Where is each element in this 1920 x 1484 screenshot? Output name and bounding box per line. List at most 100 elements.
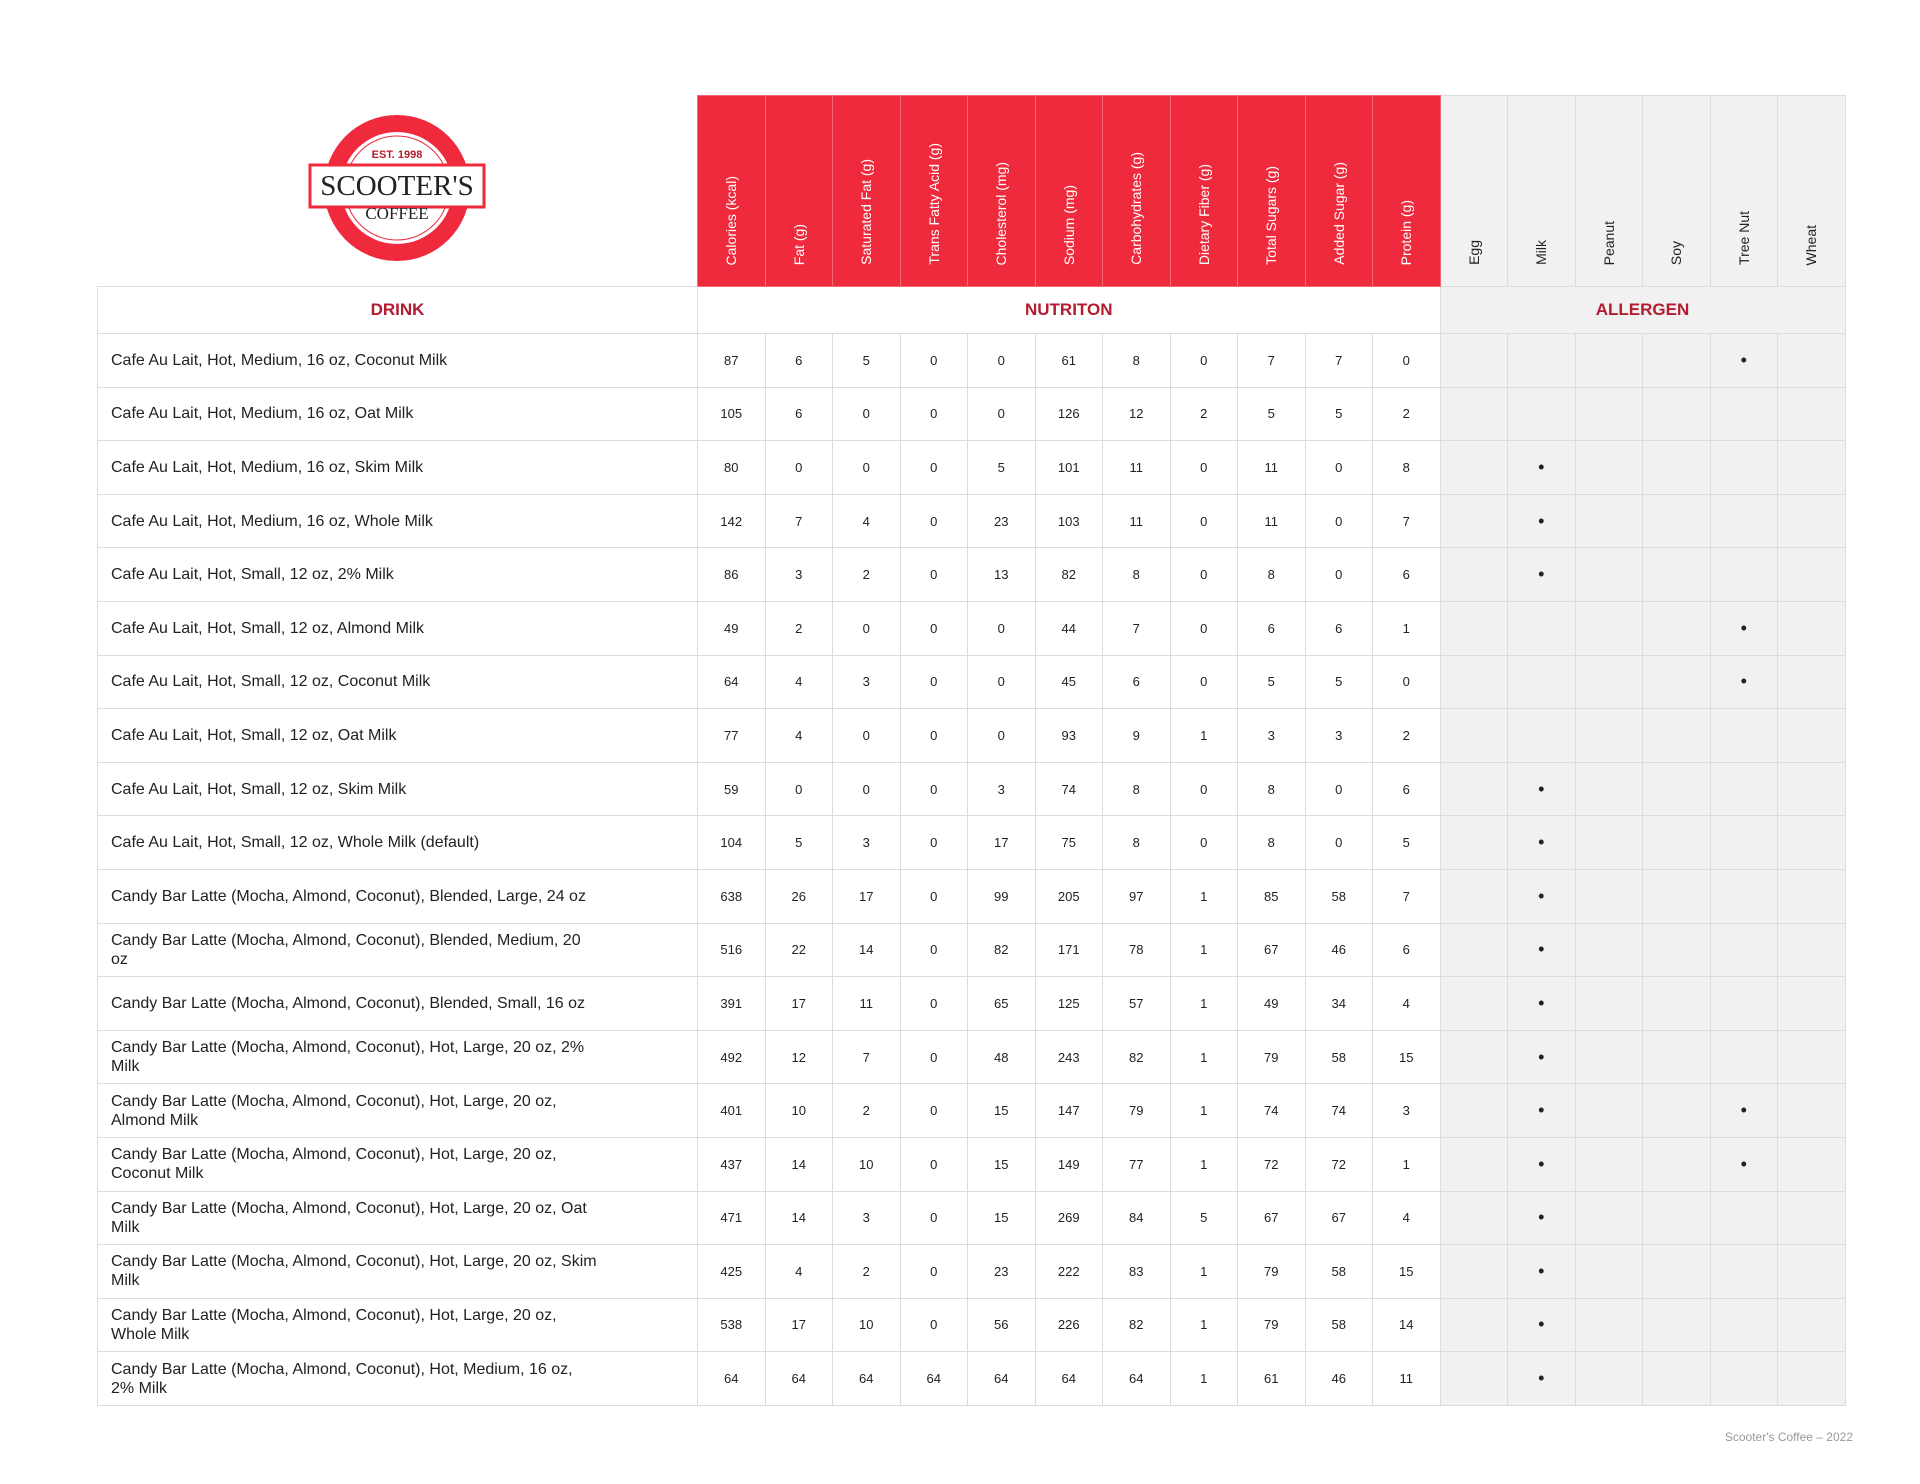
nutrition-value: 86 [697, 547, 766, 602]
allergen-cell [1574, 761, 1643, 817]
nutrition-value: 1 [1169, 1083, 1238, 1138]
nutrition-value: 0 [764, 440, 833, 495]
nutrition-value: 65 [967, 976, 1036, 1031]
svg-text:EST. 1998: EST. 1998 [372, 149, 423, 161]
nutrition-value: 0 [967, 708, 1036, 763]
nutrition-value: 0 [832, 761, 901, 817]
nutrition-value: 142 [697, 493, 766, 549]
nutrition-value: 14 [1372, 1297, 1441, 1353]
nutrition-value: 67 [1237, 1190, 1306, 1246]
nutrition-value: 1 [1169, 1136, 1238, 1192]
allergen-dot-icon: • [1507, 868, 1576, 924]
nutrition-value: 64 [899, 1351, 968, 1406]
nutrition-value: 7 [1237, 333, 1306, 388]
nutrition-value: 8 [1102, 761, 1171, 817]
nutrition-value: 79 [1237, 1244, 1306, 1299]
allergen-cell [1439, 815, 1508, 870]
allergen-cell [1574, 922, 1643, 978]
nutrition-value: 6 [1304, 600, 1373, 656]
nutrition-value: 5 [1304, 654, 1373, 710]
allergen-cell [1574, 1351, 1643, 1406]
nutrition-value: 7 [1372, 493, 1441, 549]
nutrition-value: 67 [1304, 1190, 1373, 1246]
column-header-label: Wheat [1803, 224, 1820, 265]
nutrition-value: 11 [1237, 493, 1306, 549]
column-header-carbohydrates-g: Carbohydrates (g) [1102, 95, 1171, 287]
nutrition-value: 516 [697, 922, 766, 978]
allergen-cell [1709, 1351, 1778, 1406]
allergen-cell [1642, 1136, 1711, 1192]
allergen-cell [1642, 708, 1711, 763]
allergen-cell [1507, 386, 1576, 442]
nutrition-value: 80 [697, 440, 766, 495]
nutrition-value: 1 [1169, 1244, 1238, 1299]
column-header-fat-g: Fat (g) [764, 95, 833, 287]
allergen-cell [1507, 333, 1576, 388]
column-header-label: Cholesterol (mg) [993, 161, 1010, 265]
nutrition-value: 5 [764, 815, 833, 870]
column-header-label: Dietary Fiber (g) [1195, 163, 1212, 265]
nutrition-value: 0 [1372, 654, 1441, 710]
nutrition-value: 0 [899, 654, 968, 710]
table-row: Cafe Au Lait, Hot, Small, 12 oz, Coconut… [97, 654, 1846, 710]
nutrition-value: 64 [1034, 1351, 1103, 1406]
allergen-cell [1574, 547, 1643, 602]
nutrition-value: 149 [1034, 1136, 1103, 1192]
table-row: Candy Bar Latte (Mocha, Almond, Coconut)… [97, 1029, 1846, 1085]
nutrition-value: 4 [764, 708, 833, 763]
nutrition-value: 0 [832, 708, 901, 763]
nutrition-value: 1 [1372, 600, 1441, 656]
drink-name: Candy Bar Latte (Mocha, Almond, Coconut)… [97, 1351, 698, 1406]
nutrition-value: 10 [832, 1136, 901, 1192]
allergen-cell [1439, 1029, 1508, 1085]
drink-name: Candy Bar Latte (Mocha, Almond, Coconut)… [97, 1190, 698, 1246]
scooters-coffee-logo: EST. 1998 SCOOTER'S COFFEE [308, 115, 486, 262]
nutrition-value: 8 [1102, 815, 1171, 870]
allergen-dot-icon: • [1507, 493, 1576, 549]
nutrition-value: 1 [1169, 1297, 1238, 1353]
svg-text:SCOOTER'S: SCOOTER'S [321, 170, 474, 202]
nutrition-value: 56 [967, 1297, 1036, 1353]
nutrition-value: 0 [899, 333, 968, 388]
nutrition-value: 11 [1102, 493, 1171, 549]
allergen-cell [1439, 922, 1508, 978]
drink-name: Cafe Au Lait, Hot, Medium, 16 oz, Coconu… [97, 333, 698, 388]
nutrition-value: 45 [1034, 654, 1103, 710]
table-row: Candy Bar Latte (Mocha, Almond, Coconut)… [97, 868, 1846, 924]
column-header-label: Carbohydrates (g) [1128, 152, 1145, 265]
nutrition-value: 22 [764, 922, 833, 978]
nutrition-value: 6 [1372, 922, 1441, 978]
nutrition-value: 0 [899, 1190, 968, 1246]
nutrition-value: 0 [764, 761, 833, 817]
nutrition-value: 59 [697, 761, 766, 817]
allergen-cell [1507, 600, 1576, 656]
nutrition-value: 8 [1237, 815, 1306, 870]
nutrition-value: 6 [764, 386, 833, 442]
nutrition-value: 17 [967, 815, 1036, 870]
allergen-cell [1439, 333, 1508, 388]
allergen-cell [1642, 1029, 1711, 1085]
nutrition-value: 5 [967, 440, 1036, 495]
nutrition-value: 4 [1372, 1190, 1441, 1246]
column-header-egg: Egg [1439, 95, 1508, 287]
nutrition-value: 84 [1102, 1190, 1171, 1246]
table-row: Cafe Au Lait, Hot, Medium, 16 oz, Whole … [97, 493, 1846, 549]
allergen-cell [1439, 654, 1508, 710]
nutrition-value: 0 [1304, 440, 1373, 495]
nutrition-value: 3 [832, 654, 901, 710]
allergen-cell [1777, 547, 1846, 602]
nutrition-value: 72 [1237, 1136, 1306, 1192]
nutrition-value: 49 [1237, 976, 1306, 1031]
allergen-cell [1642, 815, 1711, 870]
nutrition-value: 15 [967, 1136, 1036, 1192]
table-row: Cafe Au Lait, Hot, Small, 12 oz, Skim Mi… [97, 761, 1846, 817]
allergen-dot-icon: • [1507, 1244, 1576, 1299]
allergen-cell [1574, 333, 1643, 388]
nutrition-value: 226 [1034, 1297, 1103, 1353]
nutrition-value: 222 [1034, 1244, 1103, 1299]
column-header-label: Calories (kcal) [723, 175, 740, 265]
nutrition-value: 0 [899, 708, 968, 763]
column-header-label: Added Sugar (g) [1330, 162, 1347, 265]
allergen-cell [1777, 1244, 1846, 1299]
nutrition-value: 8 [1102, 547, 1171, 602]
